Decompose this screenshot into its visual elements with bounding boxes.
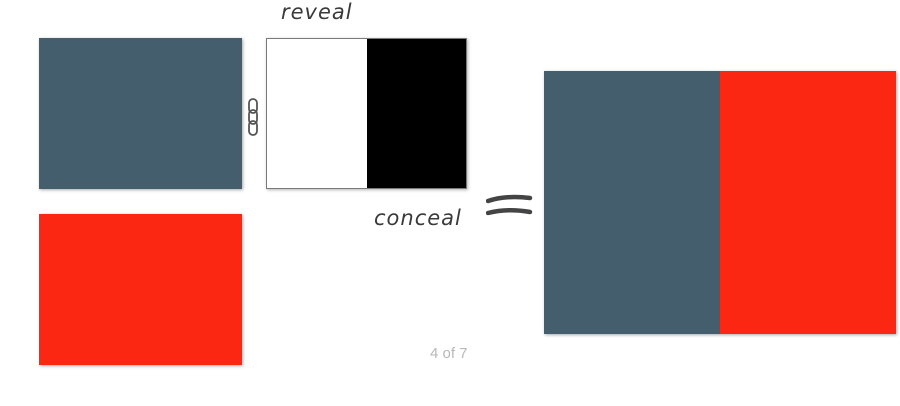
mask-layer: [266, 38, 467, 189]
conceal-label: conceal: [374, 206, 462, 230]
composite-result: [544, 71, 896, 334]
equals-icon: [485, 193, 534, 226]
page-counter: 4 of 7: [430, 345, 468, 362]
red-layer-swatch: [39, 214, 242, 365]
slate-layer-swatch: [39, 38, 242, 189]
result-red-region: [720, 71, 896, 334]
result-slate-region: [544, 71, 720, 334]
chain-link-icon: [246, 97, 260, 142]
mask-reveal-region: [267, 39, 367, 188]
mask-conceal-region: [366, 39, 466, 188]
reveal-label: reveal: [281, 0, 353, 24]
